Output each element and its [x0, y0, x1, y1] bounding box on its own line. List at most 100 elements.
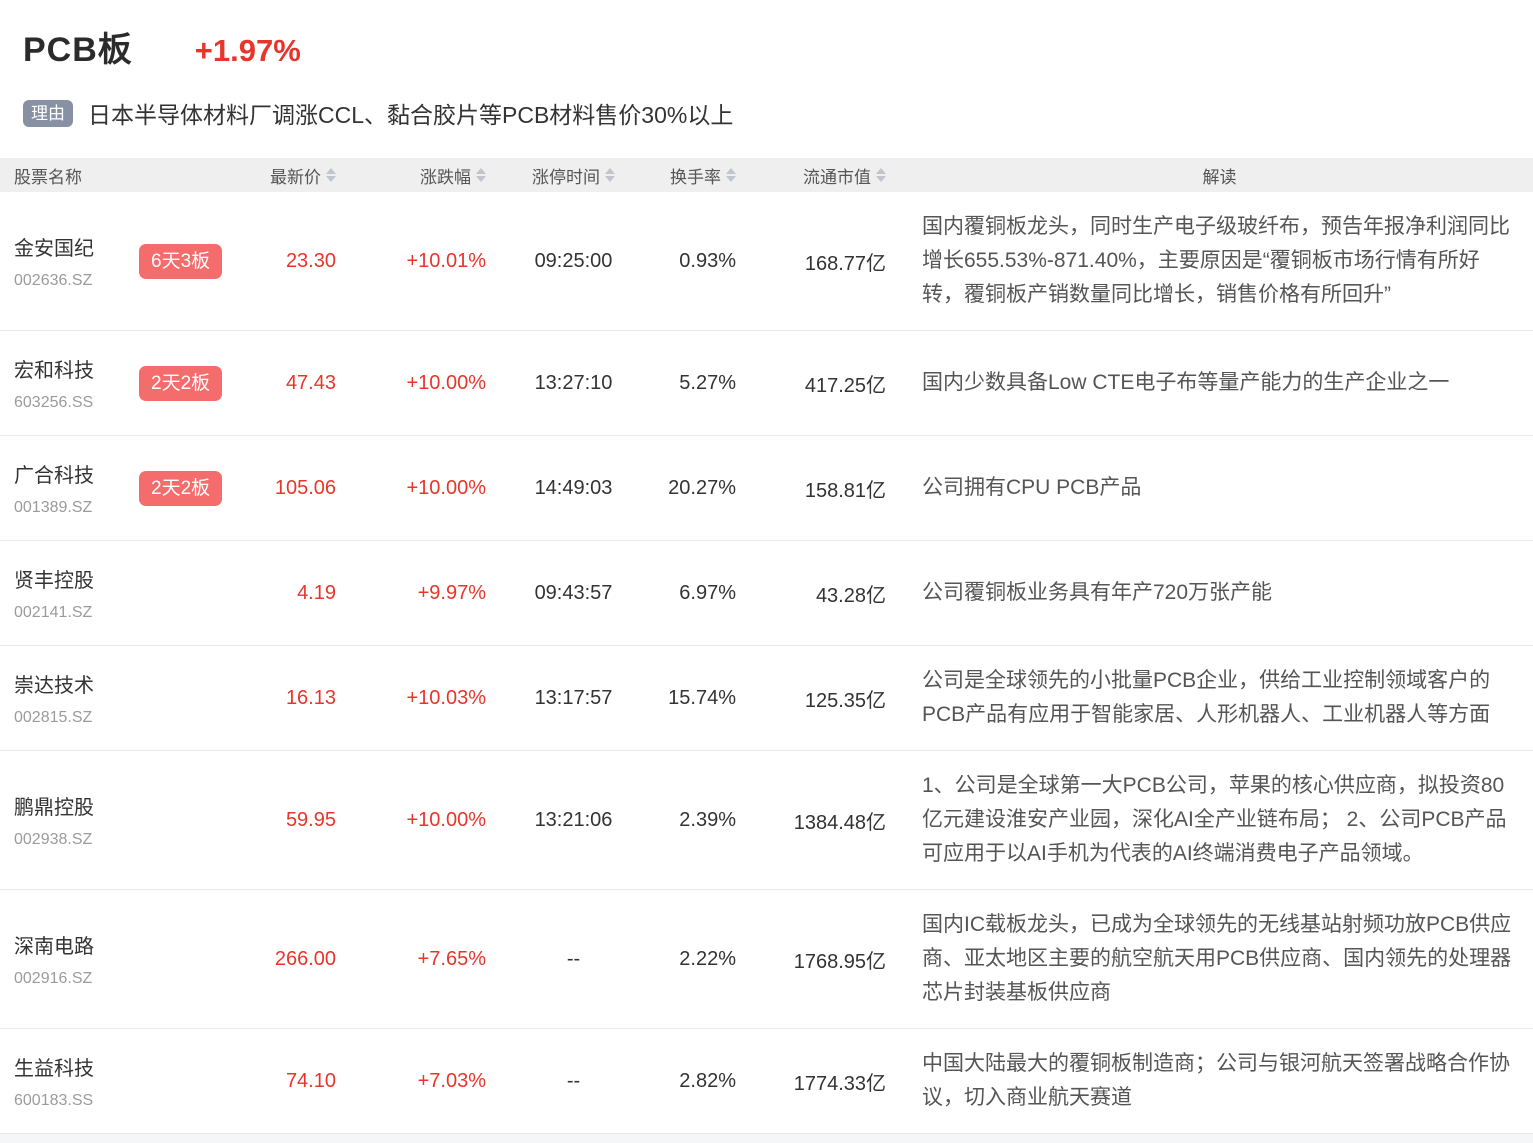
stock-name[interactable]: 宏和科技	[14, 360, 94, 382]
market-cap: 43.28亿	[815, 584, 886, 607]
stock-code: 002938.SZ	[14, 831, 93, 848]
change-percent: +10.01%	[406, 249, 486, 272]
limit-up-badge: 2天2板	[139, 470, 223, 506]
column-header-analysis: 解读	[1202, 167, 1237, 187]
stock-name[interactable]: 广合科技	[14, 465, 94, 487]
stock-name-cell[interactable]: 金安国纪 002636.SZ	[0, 232, 125, 290]
stock-table-header: 股票名称 最新价 涨跌幅 涨停时间 换手率 流通市值 解读	[0, 158, 1533, 192]
analysis-text: 公司覆铜板业务具有年产720万张产能	[922, 581, 1273, 604]
sector-change-percent: +1.97%	[194, 33, 301, 68]
stock-name[interactable]: 深南电路	[14, 936, 94, 958]
sort-icon[interactable]	[326, 168, 336, 182]
latest-price: 47.43	[285, 371, 336, 394]
column-header-name: 股票名称	[14, 167, 82, 187]
stock-name-cell[interactable]: 广合科技 001389.SZ	[0, 459, 125, 517]
stock-code: 002815.SZ	[14, 709, 93, 726]
column-header-turnover[interactable]: 换手率	[661, 163, 736, 188]
change-percent: +7.65%	[417, 947, 486, 970]
change-percent: +9.97%	[417, 581, 486, 604]
stock-code: 002916.SZ	[14, 970, 93, 987]
analysis-text: 公司拥有CPU PCB产品	[922, 476, 1142, 499]
limit-up-badge-cell: 2天2板	[125, 365, 224, 401]
table-row[interactable]: 金安国纪 002636.SZ 6天3板 23.30 +10.01% 09:25:…	[0, 192, 1533, 331]
stock-name-cell[interactable]: 崇达技术 002815.SZ	[0, 669, 125, 727]
turnover-rate: 5.27%	[679, 371, 736, 394]
market-cap: 1774.33亿	[793, 1072, 886, 1095]
table-row[interactable]: 宏和科技 603256.SS 2天2板 47.43 +10.00% 13:27:…	[0, 331, 1533, 436]
change-percent: +10.00%	[406, 808, 486, 831]
sort-icon[interactable]	[605, 168, 615, 182]
stock-name[interactable]: 生益科技	[14, 1058, 94, 1080]
stock-name[interactable]: 崇达技术	[14, 675, 94, 697]
table-row[interactable]: 生益科技 600183.SS 74.10 +7.03% -- 2.82% 177…	[0, 1029, 1533, 1134]
stock-name[interactable]: 金安国纪	[14, 238, 94, 260]
limit-up-badge-cell: 6天3板	[125, 243, 224, 279]
latest-price: 59.95	[285, 808, 336, 831]
table-row[interactable]: 贤丰控股 002141.SZ 4.19 +9.97% 09:43:57 6.97…	[0, 541, 1533, 646]
sector-title: PCB板	[23, 31, 133, 69]
latest-price: 266.00	[274, 947, 336, 970]
analysis-text: 国内IC载板龙头，已成为全球领先的无线基站射频功放PCB供应商、亚太地区主要的航…	[922, 913, 1512, 1004]
analysis-text: 公司是全球领先的小批量PCB企业，供给工业控制领域客户的PCB产品有应用于智能家…	[922, 669, 1491, 726]
sector-header: PCB板 +1.97%	[0, 0, 1533, 71]
stock-code: 002141.SZ	[14, 604, 93, 621]
stock-name-cell[interactable]: 生益科技 600183.SS	[0, 1052, 125, 1110]
stock-name-cell[interactable]: 深南电路 002916.SZ	[0, 930, 125, 988]
limit-up-time: 13:27:10	[534, 371, 613, 394]
table-row[interactable]: 广合科技 001389.SZ 2天2板 105.06 +10.00% 14:49…	[0, 436, 1533, 541]
table-row[interactable]: 鹏鼎控股 002938.SZ 59.95 +10.00% 13:21:06 2.…	[0, 751, 1533, 890]
limit-up-time: 09:43:57	[534, 581, 613, 604]
stock-code: 600183.SS	[14, 1092, 94, 1109]
sort-icon[interactable]	[476, 168, 486, 182]
latest-price: 4.19	[297, 581, 336, 604]
stock-name[interactable]: 贤丰控股	[14, 570, 94, 592]
reason-text: 日本半导体材料厂调涨CCL、黏合胶片等PCB材料售价30%以上	[88, 102, 734, 128]
limit-up-badge: 2天2板	[139, 365, 223, 401]
limit-up-time: 14:49:03	[534, 476, 613, 499]
table-row[interactable]: 深南电路 002916.SZ 266.00 +7.65% -- 2.22% 17…	[0, 890, 1533, 1029]
turnover-rate: 20.27%	[668, 476, 736, 499]
limit-up-time: 13:17:57	[534, 686, 613, 709]
stock-code: 603256.SS	[14, 394, 94, 411]
latest-price: 16.13	[285, 686, 336, 709]
analysis-text: 国内少数具备Low CTE电子布等量产能力的生产企业之一	[922, 371, 1450, 394]
market-cap: 1384.48亿	[793, 811, 886, 834]
stock-name[interactable]: 鹏鼎控股	[14, 797, 94, 819]
stock-code: 002636.SZ	[14, 272, 93, 289]
market-cap: 417.25亿	[804, 374, 886, 397]
limit-up-badge-cell: 2天2板	[125, 470, 224, 506]
latest-price: 23.30	[285, 249, 336, 272]
column-header-limit-time[interactable]: 涨停时间	[486, 163, 661, 188]
table-row[interactable]: 崇达技术 002815.SZ 16.13 +10.03% 13:17:57 15…	[0, 646, 1533, 751]
limit-up-time: 09:25:00	[534, 249, 613, 272]
reason-badge: 理由	[23, 99, 73, 127]
change-percent: +10.00%	[406, 371, 486, 394]
stock-name-cell[interactable]: 鹏鼎控股 002938.SZ	[0, 791, 125, 849]
reason-line: 理由 日本半导体材料厂调涨CCL、黏合胶片等PCB材料售价30%以上	[0, 96, 1533, 130]
turnover-rate: 0.93%	[679, 249, 736, 272]
limit-up-badge: 6天3板	[139, 243, 223, 279]
market-cap: 1768.95亿	[793, 950, 886, 973]
market-cap: 158.81亿	[804, 479, 886, 502]
limit-up-time: --	[566, 1069, 581, 1092]
stock-table-body: 金安国纪 002636.SZ 6天3板 23.30 +10.01% 09:25:…	[0, 192, 1533, 1134]
column-header-change[interactable]: 涨跌幅	[336, 163, 486, 188]
column-header-market-cap[interactable]: 流通市值	[736, 163, 886, 188]
market-cap: 125.35亿	[804, 689, 886, 712]
turnover-rate: 6.97%	[679, 581, 736, 604]
footer-strip	[0, 1134, 1533, 1143]
change-percent: +10.00%	[406, 476, 486, 499]
stock-code: 001389.SZ	[14, 499, 93, 516]
stock-name-cell[interactable]: 贤丰控股 002141.SZ	[0, 564, 125, 622]
latest-price: 74.10	[285, 1069, 336, 1092]
limit-up-time: 13:21:06	[534, 808, 613, 831]
sort-icon[interactable]	[726, 168, 736, 182]
column-header-price[interactable]: 最新价	[224, 163, 336, 188]
analysis-text: 1、公司是全球第一大PCB公司，苹果的核心供应商，拟投资80亿元建设淮安产业园，…	[922, 774, 1507, 865]
analysis-text: 国内覆铜板龙头，同时生产电子级玻纤布，预告年报净利润同比增长655.53%-87…	[922, 215, 1510, 306]
turnover-rate: 15.74%	[668, 686, 736, 709]
sort-icon[interactable]	[876, 168, 886, 182]
change-percent: +10.03%	[406, 686, 486, 709]
latest-price: 105.06	[274, 476, 336, 499]
stock-name-cell[interactable]: 宏和科技 603256.SS	[0, 354, 125, 412]
